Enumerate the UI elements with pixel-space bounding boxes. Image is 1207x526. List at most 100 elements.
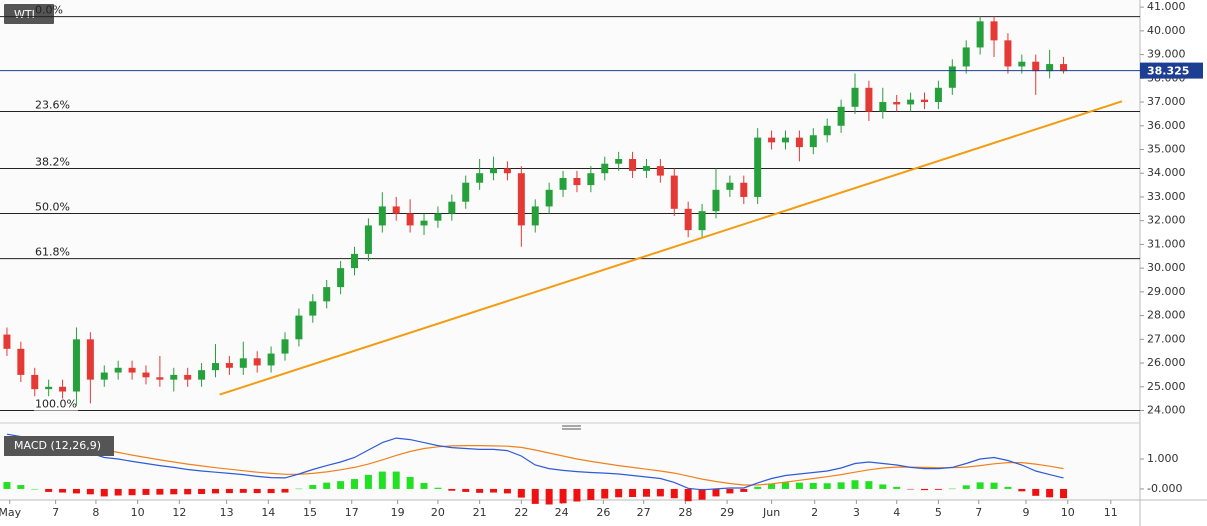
candle-body xyxy=(100,372,108,380)
histogram-bar xyxy=(907,488,915,490)
x-tick-label: 13 xyxy=(220,506,234,519)
histogram-bar xyxy=(656,488,664,497)
candle-body xyxy=(3,334,11,349)
candle-body xyxy=(267,353,275,366)
y-tick-label: 29.000 xyxy=(1147,285,1186,298)
candle-body xyxy=(323,287,331,302)
candle-body xyxy=(1046,64,1054,72)
x-tick-label: 20 xyxy=(431,506,445,519)
candle-body xyxy=(948,66,956,88)
candle-body xyxy=(198,370,206,380)
histogram-bar xyxy=(323,482,331,489)
candle-body xyxy=(1060,64,1068,72)
candle-body xyxy=(823,125,831,136)
pane-handle[interactable] xyxy=(562,425,581,430)
indicator-title: MACD (12,26,9) xyxy=(14,439,101,452)
histogram-bar xyxy=(809,482,817,489)
candle-body xyxy=(476,173,484,183)
symbol: WTI xyxy=(14,8,35,21)
x-tick-label: 27 xyxy=(637,506,651,519)
y-tick-label: 25.000 xyxy=(1147,380,1186,393)
histogram-bar xyxy=(587,488,595,500)
macd-line xyxy=(6,433,1064,491)
y-tick-label: 24.000 xyxy=(1147,404,1186,417)
candle-body xyxy=(337,268,345,288)
histogram-bar xyxy=(364,474,372,489)
histogram-bar xyxy=(879,484,887,489)
candle-body xyxy=(17,348,25,375)
histogram-bar xyxy=(795,482,803,489)
candle-body xyxy=(462,182,470,202)
histogram-bar xyxy=(211,488,219,494)
y-tick-label: 36.000 xyxy=(1147,119,1186,132)
candle-body xyxy=(837,106,845,126)
y-tick-label: 33.000 xyxy=(1147,190,1186,203)
histogram-bar xyxy=(3,482,11,489)
y-tick-label: 35.000 xyxy=(1147,142,1186,155)
histogram-bar xyxy=(921,488,929,491)
x-tick-label: 29 xyxy=(720,506,734,519)
candle-body xyxy=(795,137,803,148)
histogram-bar xyxy=(531,488,539,504)
histogram-bar xyxy=(351,479,359,489)
candle-body xyxy=(656,166,664,176)
candle-body xyxy=(601,163,609,174)
candle-body xyxy=(684,208,692,231)
fib-label: 38.2% xyxy=(35,155,70,168)
histogram-bar xyxy=(1046,488,1054,498)
histogram-bar xyxy=(698,488,706,500)
candle-body xyxy=(615,158,623,164)
histogram-bar xyxy=(406,476,414,489)
x-tick-label: 9 xyxy=(1023,506,1030,519)
histogram-bar xyxy=(573,488,581,502)
candle-body xyxy=(1018,61,1026,67)
candle-body xyxy=(670,175,678,209)
histogram-bar xyxy=(337,481,345,489)
x-tick-label: 7 xyxy=(975,506,982,519)
histogram-bar xyxy=(309,485,317,489)
y-tick-label: 39.000 xyxy=(1147,48,1186,61)
candle-body xyxy=(879,102,887,112)
y-tick-label: 1.000 xyxy=(1147,452,1179,465)
y-tick-label: 27.000 xyxy=(1147,332,1186,345)
histogram-bar xyxy=(434,487,442,489)
x-tick-label: 15 xyxy=(303,506,317,519)
x-tick-label: 28 xyxy=(678,506,692,519)
histogram-bar xyxy=(740,488,748,492)
y-tick-label: 28.000 xyxy=(1147,309,1186,322)
candle-body xyxy=(72,339,80,392)
x-tick-label: 10 xyxy=(1061,506,1075,519)
candle-body xyxy=(781,137,789,143)
candle-body xyxy=(768,137,776,143)
candle-body xyxy=(754,137,762,197)
histogram-bar xyxy=(601,488,609,499)
candle-body xyxy=(490,168,498,174)
y-tick-label: 31.000 xyxy=(1147,237,1186,250)
histogram-bar xyxy=(962,485,970,489)
histogram-bar xyxy=(156,488,164,495)
histogram-bar xyxy=(781,482,789,489)
candle-body xyxy=(503,168,511,174)
candle-body xyxy=(740,182,748,197)
candle-body xyxy=(239,358,247,368)
histogram-bar xyxy=(490,488,498,493)
candle-body xyxy=(531,206,539,226)
histogram-bar xyxy=(768,483,776,489)
x-tick-label: 17 xyxy=(345,506,359,519)
candle-body xyxy=(448,201,456,214)
candle-body xyxy=(59,386,67,392)
histogram-bar xyxy=(392,471,400,489)
x-tick-label: 26 xyxy=(596,506,610,519)
x-tick-label: May xyxy=(0,506,22,519)
candle-body xyxy=(712,189,720,212)
candle-body xyxy=(309,301,317,316)
candle-body xyxy=(392,206,400,214)
x-tick-label: 3 xyxy=(853,506,860,519)
candle-body xyxy=(142,372,150,378)
candle-body xyxy=(907,99,915,105)
candle-body xyxy=(225,363,233,368)
candle-body xyxy=(962,47,970,67)
y-tick-label: 34.000 xyxy=(1147,166,1186,179)
histogram-bar xyxy=(295,488,303,490)
histogram-bar xyxy=(503,488,511,494)
